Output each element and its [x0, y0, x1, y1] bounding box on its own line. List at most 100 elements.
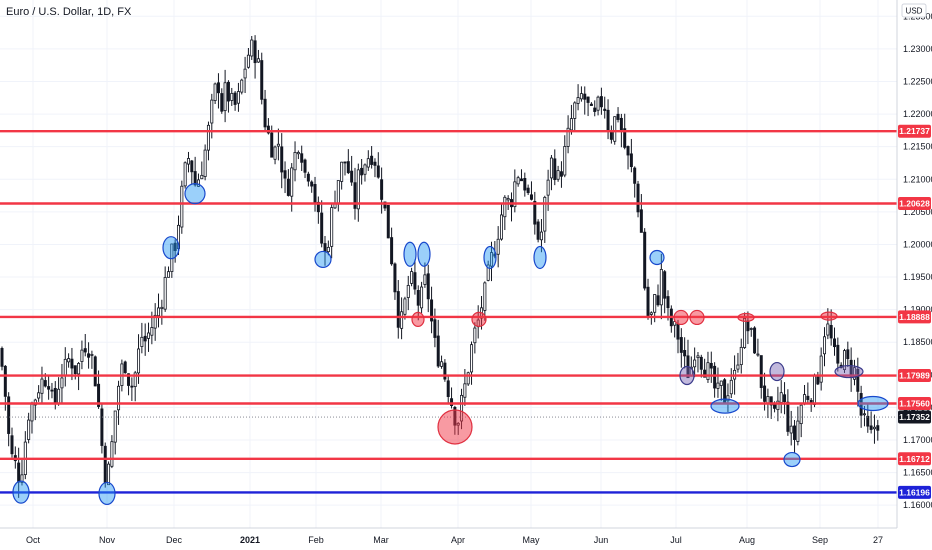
candle	[253, 35, 257, 79]
candle	[27, 412, 31, 444]
candle	[340, 161, 344, 190]
purple-ellipse-marker[interactable]	[834, 364, 864, 379]
blue-ellipse-marker[interactable]	[533, 245, 547, 270]
candle	[263, 89, 267, 131]
candle	[190, 159, 194, 184]
candle	[466, 371, 470, 386]
candle	[330, 204, 334, 259]
candle	[553, 149, 557, 186]
blue-ellipse-marker[interactable]	[710, 398, 740, 414]
candle	[729, 368, 733, 399]
y-tick-label: 1.21000	[903, 174, 932, 184]
purple-ellipse-marker[interactable]	[769, 361, 785, 382]
candle	[769, 396, 773, 419]
candle	[37, 385, 41, 402]
candle	[499, 203, 503, 241]
candle	[433, 308, 437, 348]
red-ellipse-marker[interactable]	[820, 311, 838, 321]
candle	[693, 347, 697, 378]
x-tick-label: Aug	[739, 535, 755, 545]
candle	[113, 410, 117, 455]
candle	[823, 327, 827, 367]
candle	[659, 253, 663, 320]
candle	[276, 128, 280, 161]
time-axis[interactable]: Oct Nov Dec 2021 Feb Mar Apr May Jun Jul Aug Sep 27	[26, 535, 883, 545]
candle	[629, 138, 633, 173]
red-ellipse-marker[interactable]	[411, 311, 425, 328]
candle	[107, 461, 111, 486]
red-ellipse-marker[interactable]	[689, 309, 705, 326]
candle	[563, 135, 567, 178]
candle	[709, 351, 713, 383]
candle	[286, 169, 290, 197]
red-ellipse-marker[interactable]	[737, 312, 755, 323]
level-price-tag: 1.18888	[898, 310, 931, 324]
level-price-label: 1.18888	[899, 312, 930, 322]
candle	[586, 96, 590, 117]
candle	[513, 169, 517, 213]
chart-title: Euro / U.S. Dollar, 1D, FX	[6, 6, 132, 18]
x-tick-label: Apr	[451, 535, 465, 545]
candle	[363, 163, 367, 182]
blue-ellipse-marker[interactable]	[483, 245, 497, 270]
candle	[869, 411, 873, 434]
candle	[420, 281, 424, 313]
blue-ellipse-marker[interactable]	[12, 480, 30, 504]
candle	[350, 155, 354, 186]
candle	[293, 141, 297, 182]
candle	[569, 104, 573, 135]
x-tick-label: Dec	[166, 535, 183, 545]
candle	[549, 155, 553, 191]
y-tick-label: 1.20000	[903, 239, 932, 249]
blue-ellipse-marker[interactable]	[98, 481, 116, 506]
candle	[47, 375, 51, 400]
candle	[60, 363, 64, 404]
level-price-tag: 1.17560	[898, 396, 931, 410]
blue-ellipse-marker[interactable]	[184, 183, 206, 205]
blue-ellipse-marker[interactable]	[417, 241, 431, 267]
candle	[183, 161, 187, 189]
candle	[529, 181, 533, 201]
candle	[603, 96, 607, 119]
candle	[470, 341, 474, 385]
red-ellipse-marker[interactable]	[471, 311, 487, 328]
blue-ellipse-marker[interactable]	[162, 236, 180, 260]
red-ellipse-marker[interactable]	[437, 409, 473, 445]
candle	[739, 338, 743, 374]
candle	[616, 107, 620, 123]
candle	[516, 175, 520, 187]
candle	[643, 228, 647, 291]
purple-ellipse-marker[interactable]	[679, 365, 695, 386]
currency-badge[interactable]: USD	[901, 3, 927, 18]
candle	[166, 266, 170, 278]
candle	[93, 355, 97, 387]
candle	[639, 194, 643, 233]
candle	[626, 145, 630, 170]
currency-label: USD	[906, 7, 923, 16]
red-ellipse-marker[interactable]	[673, 309, 689, 326]
blue-ellipse-marker[interactable]	[783, 451, 801, 468]
candle	[496, 226, 500, 268]
blue-ellipse-marker[interactable]	[857, 395, 889, 412]
candle	[813, 373, 817, 408]
candle	[110, 435, 114, 469]
candle	[343, 161, 347, 176]
candle	[216, 73, 220, 109]
blue-ellipse-marker[interactable]	[403, 241, 417, 267]
blue-ellipse-marker[interactable]	[314, 250, 332, 269]
x-tick-label: Jun	[594, 535, 609, 545]
candle	[80, 340, 84, 370]
level-labels: 1.21737 1.20628 1.18888 1.17989 1.17560 1.167…	[898, 124, 931, 499]
candle	[483, 281, 487, 321]
candle	[783, 382, 787, 415]
candle	[303, 158, 307, 179]
candle	[236, 82, 240, 112]
candle	[656, 284, 660, 307]
candle	[473, 322, 477, 354]
candle	[789, 410, 793, 446]
candle	[233, 91, 237, 111]
candle	[273, 145, 277, 165]
blue-ellipse-marker[interactable]	[649, 249, 665, 266]
